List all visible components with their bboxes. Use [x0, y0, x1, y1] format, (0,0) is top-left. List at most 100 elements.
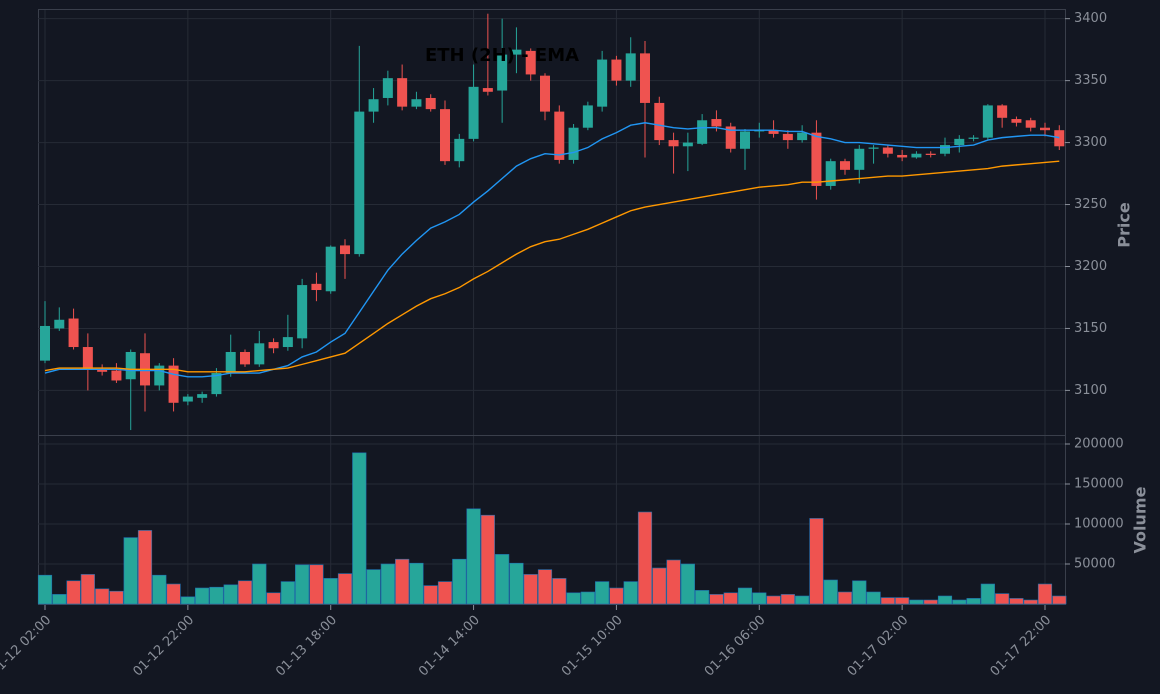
volume-bar — [937, 595, 953, 605]
candle-body — [82, 347, 93, 370]
y-tick-label: 3200 — [1074, 259, 1107, 274]
volume-bar — [566, 592, 581, 605]
y-tick-label: 3350 — [1074, 73, 1107, 88]
volume-axis-label: Volume — [1131, 486, 1150, 553]
volume-bar — [295, 564, 310, 605]
candle-body — [225, 351, 236, 374]
candle-body — [868, 147, 879, 149]
candle-body — [740, 131, 750, 149]
candle-body — [468, 86, 479, 139]
candle-body — [482, 88, 493, 92]
y-tick-label: 3100 — [1074, 383, 1107, 398]
y-tick-label: 3400 — [1074, 11, 1107, 26]
volume-bar — [537, 569, 553, 605]
candle-body — [954, 138, 965, 146]
price-axis-label: Price — [1115, 202, 1134, 248]
volume-bar — [166, 583, 181, 605]
volume-bar — [837, 591, 853, 605]
candle-body — [540, 75, 550, 112]
volume-bar — [695, 590, 710, 605]
y-tick-label: 100000 — [1074, 517, 1124, 532]
candle-body — [554, 111, 565, 160]
volume-bar — [195, 587, 210, 605]
candle-body — [397, 78, 408, 107]
volume-bar — [795, 595, 810, 605]
volume-bar — [823, 579, 838, 605]
candle-body — [668, 140, 679, 147]
candle-body — [811, 132, 822, 186]
volume-bar — [866, 591, 881, 605]
candle-body — [840, 161, 850, 170]
volume-bar — [523, 574, 538, 605]
candle-body — [125, 351, 136, 380]
volume-bar — [752, 592, 767, 605]
volume-bar — [923, 599, 938, 605]
candle-body — [611, 59, 622, 81]
volume-bar — [637, 511, 653, 605]
candle-body — [354, 111, 365, 255]
chart-title: ETH (2H) - EMA — [425, 45, 579, 66]
candle-body — [854, 148, 865, 170]
volume-bar — [480, 514, 495, 605]
candle-body — [411, 99, 422, 107]
candle-body — [40, 325, 50, 361]
volume-bar — [466, 508, 481, 605]
candle-body — [654, 102, 665, 141]
candle-body — [582, 105, 593, 128]
candle-body — [97, 369, 108, 372]
volume-bar — [366, 569, 381, 605]
volume-bar — [737, 587, 753, 605]
candle-body — [725, 126, 736, 149]
candle-body — [682, 142, 693, 147]
candle-body — [1040, 127, 1050, 131]
candle-body — [382, 78, 393, 98]
ema-line — [44, 122, 1060, 378]
candle-body — [882, 147, 893, 154]
candle-body — [825, 161, 836, 186]
volume-bar — [880, 597, 895, 605]
candle-body — [640, 53, 650, 103]
y-tick-label: 150000 — [1074, 477, 1124, 492]
volume-bar — [80, 574, 95, 605]
volume-bar — [252, 563, 267, 605]
volume-bar — [966, 598, 981, 605]
candle-body — [325, 246, 336, 292]
volume-bar — [266, 592, 281, 605]
ema-line — [44, 160, 1060, 373]
volume-bar — [652, 567, 667, 605]
candle-body — [1054, 130, 1065, 147]
volume-bar — [909, 599, 924, 605]
candle-body — [525, 50, 536, 75]
volume-bar — [395, 558, 410, 605]
candle-body — [197, 394, 208, 398]
candle-body — [597, 59, 608, 107]
volume-bar — [337, 573, 353, 605]
volume-bar — [623, 581, 638, 605]
volume-bar — [123, 537, 138, 605]
y-tick-label: 3150 — [1074, 321, 1107, 336]
volume-bar — [552, 578, 567, 605]
y-tick-label: 200000 — [1074, 437, 1124, 452]
candle-body — [68, 318, 79, 348]
volume-bar — [595, 581, 610, 605]
candle-body — [1011, 119, 1022, 123]
candle-body — [282, 337, 293, 348]
volume-bar — [380, 563, 395, 605]
volume-bar — [152, 574, 167, 605]
candle-body — [997, 105, 1008, 118]
volume-bar — [995, 593, 1010, 605]
candle-body — [168, 365, 179, 403]
volume-bar — [52, 594, 67, 605]
candle-body — [297, 285, 308, 339]
candle-body — [311, 283, 322, 291]
candle-body — [940, 145, 950, 154]
volume-bar — [223, 584, 238, 605]
candle-body — [454, 138, 465, 162]
candle-body — [54, 319, 65, 329]
candle-body — [440, 109, 450, 162]
candle-body — [897, 154, 908, 158]
candle-body — [782, 133, 793, 141]
volume-bar — [237, 580, 253, 605]
